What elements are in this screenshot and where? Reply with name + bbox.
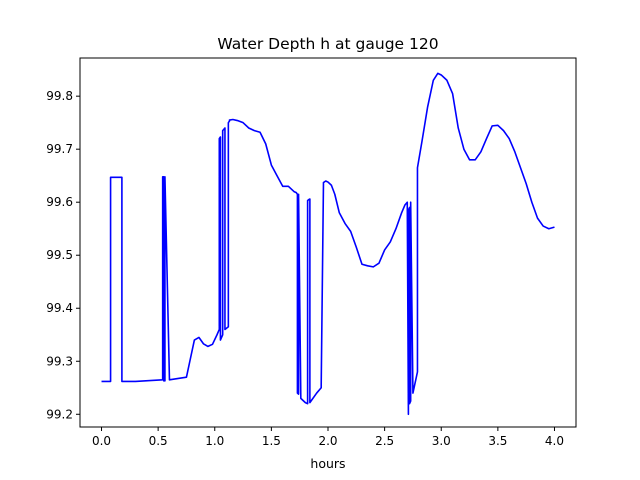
y-tick-label: 99.8 xyxy=(46,89,73,103)
x-tick-label: 4.0 xyxy=(545,434,564,448)
x-tick-label: 3.5 xyxy=(488,434,507,448)
x-tick-label: 0.0 xyxy=(92,434,111,448)
x-tick-label: 2.0 xyxy=(318,434,337,448)
y-tick-label: 99.5 xyxy=(46,248,73,262)
x-tick-label: 1.0 xyxy=(205,434,224,448)
y-tick-label: 99.2 xyxy=(46,407,73,421)
y-tick-label: 99.7 xyxy=(46,142,73,156)
chart-title: Water Depth h at gauge 120 xyxy=(217,35,438,53)
y-tick-label: 99.4 xyxy=(46,301,73,315)
x-tick-label: 0.5 xyxy=(149,434,168,448)
y-tick-label: 99.3 xyxy=(46,354,73,368)
y-tick-label: 99.6 xyxy=(46,195,73,209)
series-line-0 xyxy=(101,72,555,416)
x-tick-label: 2.5 xyxy=(375,434,394,448)
x-tick-label: 3.0 xyxy=(432,434,451,448)
x-tick-label: 1.5 xyxy=(262,434,281,448)
x-axis-label: hours xyxy=(310,456,345,471)
plot-area: 0.0 0.5 1.0 1.5 2.0 2.5 3.0 3.5 4.0 99.2 99.3 99.4 9… xyxy=(46,57,577,448)
